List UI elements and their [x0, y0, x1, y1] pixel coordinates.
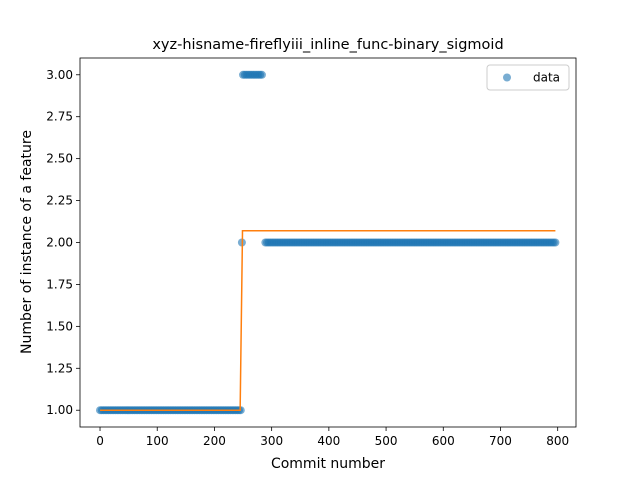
chart-title: xyz-hisname-fireflyiii_inline_func-binar… [152, 37, 503, 53]
x-tick-label: 700 [489, 434, 512, 448]
y-tick-label: 1.25 [46, 361, 73, 375]
x-tick-label: 0 [96, 434, 104, 448]
legend-box [486, 64, 570, 91]
y-tick-label: 2.25 [46, 194, 73, 208]
y-tick-label: 1.00 [46, 403, 73, 417]
legend: data [486, 64, 570, 91]
y-tick-label: 1.75 [46, 277, 73, 291]
y-tick-label: 2.00 [46, 236, 73, 250]
fit-line [100, 230, 556, 411]
x-tick-label: 500 [375, 434, 398, 448]
y-tick-label: 3.00 [46, 68, 73, 82]
x-tick-label: 400 [317, 434, 340, 448]
y-axis-label: Number of instance of a feature [19, 130, 35, 354]
x-tick-label: 200 [203, 434, 226, 448]
x-tick-label: 800 [546, 434, 569, 448]
plot-area [96, 70, 560, 415]
data-point [257, 70, 266, 79]
y-tick-label: 1.50 [46, 319, 73, 333]
axes: 0 100 200 300 400 500 600 700 800 1.00 1.25 1.50 1.7… [46, 57, 577, 448]
x-axis-label: Commit number [271, 456, 385, 472]
x-tick-label: 100 [146, 434, 169, 448]
y-tick-label: 2.50 [46, 152, 73, 166]
legend-marker [503, 73, 511, 82]
legend-label: data [533, 71, 560, 85]
x-tick-label: 300 [260, 434, 283, 448]
y-tick-label: 2.75 [46, 110, 73, 124]
data-point [551, 238, 560, 247]
x-tick-label: 600 [432, 434, 455, 448]
